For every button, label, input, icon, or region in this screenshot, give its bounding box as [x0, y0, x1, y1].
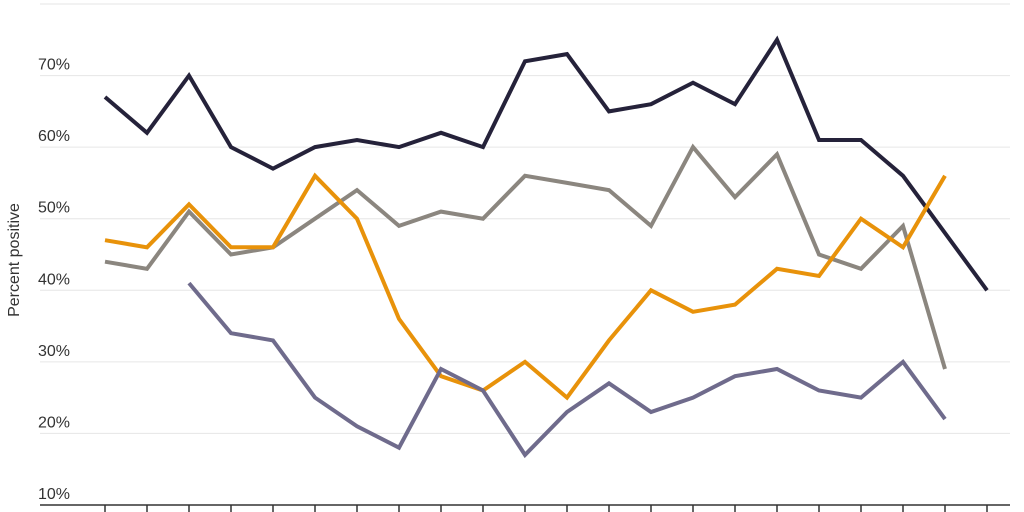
series-line-2 [104, 143, 947, 370]
series-line-4 [187, 281, 947, 459]
series-lines [103, 35, 989, 459]
y-tick-label: 10% [38, 486, 70, 503]
y-tick-label: 80% [38, 0, 70, 2]
y-tick-label: 70% [38, 57, 70, 74]
x-axis [40, 504, 1010, 512]
y-tick-label: 60% [38, 128, 70, 145]
series-line-1 [103, 35, 989, 292]
series-line-3 [104, 172, 947, 401]
y-tick-label: 30% [38, 343, 70, 360]
y-axis-title: Percent positive [6, 203, 23, 317]
y-axis-tick-labels: 10% 20% 30% 40% 50% 60% 70% 80% [38, 0, 70, 503]
y-tick-label: 20% [38, 414, 70, 431]
y-tick-label: 50% [38, 200, 70, 217]
y-tick-label: 40% [38, 271, 70, 288]
